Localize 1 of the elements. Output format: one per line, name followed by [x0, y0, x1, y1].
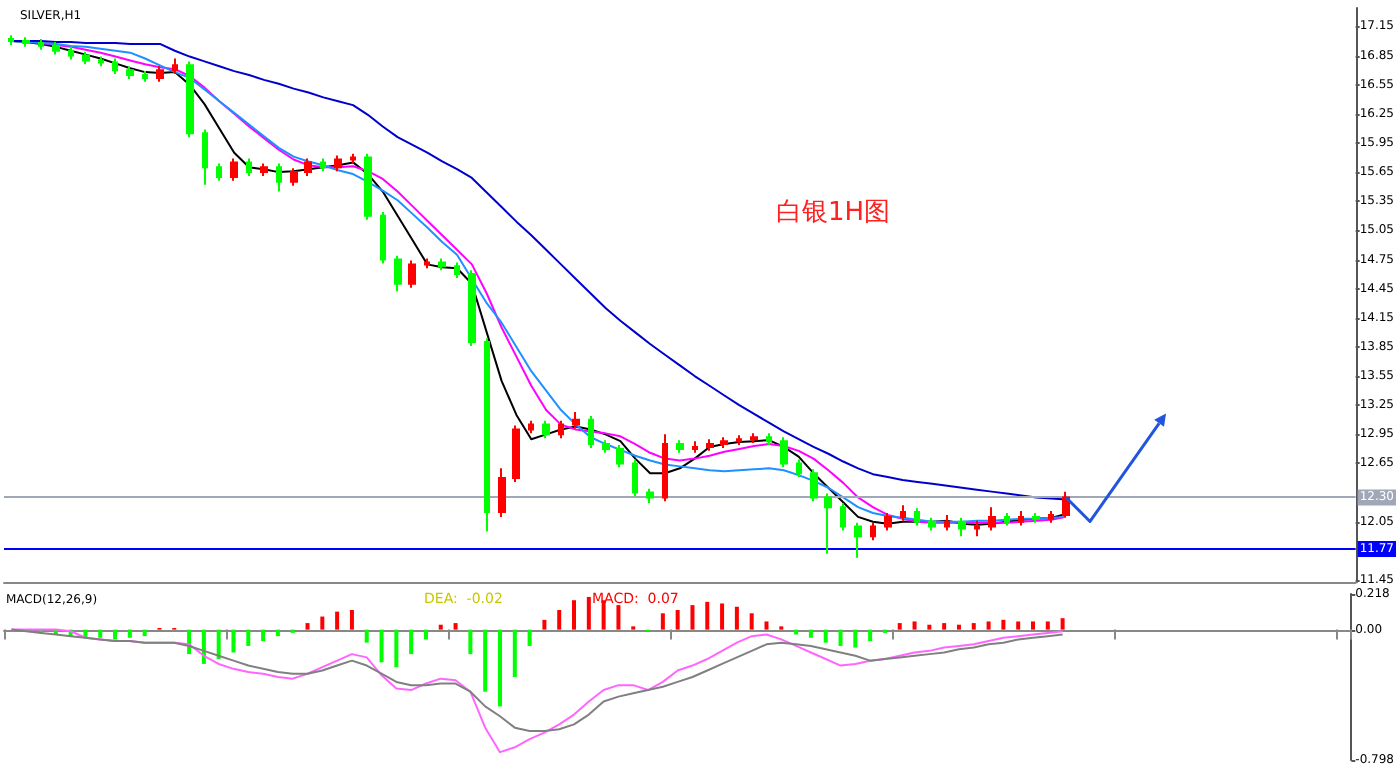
annotation: 白银1H图 — [776, 198, 891, 228]
